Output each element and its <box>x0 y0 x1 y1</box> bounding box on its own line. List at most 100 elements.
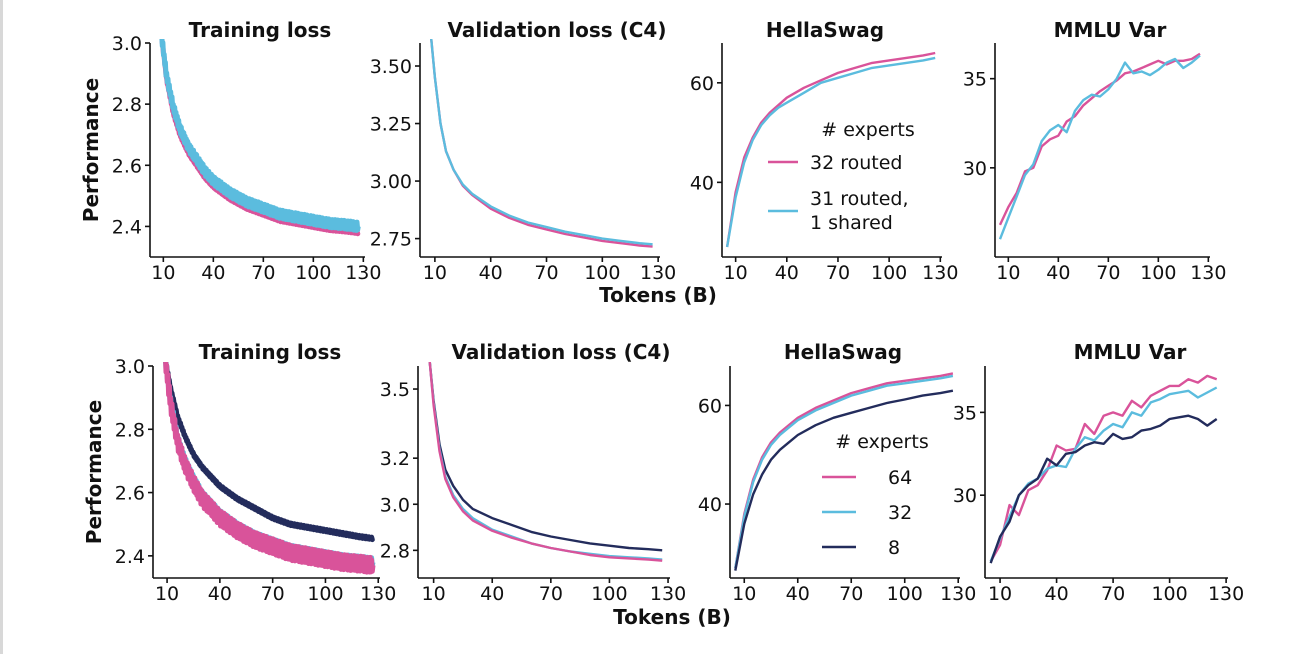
r1-p4-panel: Training loss 10 40 70 100 130 2.4 2.6 2.8 3.0 Per… <box>82 340 396 605</box>
r1-p6-xtick-label: 100 <box>887 583 923 605</box>
r1-p6-xtick-label: 40 <box>786 583 810 605</box>
r1-p7-series-8 <box>989 414 1218 564</box>
r0-p0-xtick-label: 100 <box>295 262 331 284</box>
r0-p1-title: Validation loss (C4) <box>447 18 666 42</box>
r1-p7-xtick-label: 70 <box>1101 583 1125 605</box>
r1-p6-xtick-label: 130 <box>940 583 976 605</box>
r0-p1-xtick-label: 130 <box>640 262 676 284</box>
r1-p6-series-64 <box>734 372 954 569</box>
r1-p6-ytick-label: 40 <box>698 494 722 516</box>
r1-p7-series-64 <box>989 374 1218 562</box>
r0-p0-ytick-label: 3.0 <box>112 33 142 55</box>
r0-p2-legend-label-1-shared: 1 shared <box>810 212 893 234</box>
r1-p5-xtick-label: 100 <box>591 583 627 605</box>
r1-p4-xtick-label: 100 <box>307 583 343 605</box>
r1-p6-legend-label-32: 32 <box>888 502 912 524</box>
r1-p5-series-8 <box>428 362 663 552</box>
r1-p5-xtick-label: 130 <box>650 583 686 605</box>
r1-p4-ytick-label: 2.4 <box>115 546 145 568</box>
r1-p6-ytick-label: 60 <box>698 395 722 417</box>
r1-p4-title: Training loss <box>199 340 342 364</box>
shared-x-axis-label-bottom: Tokens (B) <box>613 605 731 629</box>
r0-p2-xtick-label: 100 <box>871 262 907 284</box>
r1-p5-title: Validation loss (C4) <box>451 340 670 364</box>
r0-p0-series-31-routed-1-shared <box>159 39 361 233</box>
r1-p4-ytick-label: 3.0 <box>115 356 145 378</box>
r0-p2-series-31-routed-1-shared <box>725 56 936 248</box>
r0-p2-xtick-label: 70 <box>826 262 850 284</box>
r0-p0-panel: Training loss 10 40 70 100 130 2.4 2.6 2.8 3.0 Per… <box>79 18 381 284</box>
shared-x-axis-label-top: Tokens (B) <box>599 283 717 307</box>
r1-p7-title: MMLU Var <box>1074 340 1187 364</box>
left-border <box>0 0 3 654</box>
r1-p5-series-32 <box>428 362 663 561</box>
r0-p1-ytick-label: 3.25 <box>370 114 412 136</box>
r0-p2-xtick-label: 130 <box>922 262 958 284</box>
r1-p5-ytick-label: 3.5 <box>380 379 410 401</box>
r1-p6-xtick-label: 10 <box>732 583 756 605</box>
r1-p4-xtick-label: 70 <box>261 583 285 605</box>
r0-p2-legend-title: # experts <box>821 119 914 141</box>
r1-p7-xtick-label: 10 <box>988 583 1012 605</box>
r1-p4-xtick-label: 40 <box>208 583 232 605</box>
r0-p0-xtick-label: 40 <box>201 262 225 284</box>
r0-p1-series-32-routed <box>430 39 653 248</box>
r1-p7-xtick-label: 40 <box>1044 583 1068 605</box>
r0-p3-xtick-label: 40 <box>1046 262 1070 284</box>
r1-p7-xtick-label: 130 <box>1208 583 1244 605</box>
r1-p4-y-axis-label: Performance <box>82 400 106 544</box>
r0-p1-ytick-label: 2.75 <box>370 229 412 251</box>
r1-p7-ytick-label: 35 <box>953 402 977 424</box>
r1-p4-ytick-label: 2.6 <box>115 483 145 505</box>
r1-p5-ytick-label: 3.2 <box>380 448 410 470</box>
r0-p3-series-32-routed <box>998 52 1201 226</box>
r0-p1-xtick-label: 10 <box>423 262 447 284</box>
r0-p3-panel: MMLU Var 10 40 70 100 130 30 35 <box>963 18 1227 284</box>
r0-p2-legend-label-32-routed: 32 routed <box>810 152 902 174</box>
r1-p4-xtick-label: 10 <box>155 583 179 605</box>
r0-p2-ytick-label: 60 <box>690 73 714 95</box>
r1-p6-legend-title: # experts <box>835 431 928 453</box>
r0-p2-xtick-label: 10 <box>724 262 748 284</box>
r0-p2-title: HellaSwag <box>766 18 884 42</box>
r1-p5-xtick-label: 40 <box>480 583 504 605</box>
r0-p3-ytick-label: 35 <box>963 69 987 91</box>
r0-p2-xtick-label: 40 <box>775 262 799 284</box>
r0-p2-legend-label-31-routed: 31 routed, <box>810 188 909 210</box>
r0-p1-xtick-label: 100 <box>584 262 620 284</box>
r1-p4-series-8 <box>163 362 376 543</box>
r0-p0-ytick-label: 2.8 <box>112 94 142 116</box>
r0-p0-xtick-label: 10 <box>151 262 175 284</box>
r1-p7-series-32 <box>989 386 1218 562</box>
r0-p1-xtick-label: 70 <box>534 262 558 284</box>
r0-p3-title: MMLU Var <box>1054 18 1167 42</box>
r1-p7-xtick-label: 100 <box>1151 583 1187 605</box>
r0-p1-xtick-label: 40 <box>479 262 503 284</box>
r0-p1-ytick-label: 3.00 <box>370 171 412 193</box>
r1-p5-ytick-label: 3.0 <box>380 494 410 516</box>
r0-p1-ytick-label: 3.50 <box>370 56 412 78</box>
r1-p6-xtick-label: 70 <box>839 583 863 605</box>
r0-p0-y-axis-label: Performance <box>79 78 103 222</box>
r0-p0-xtick-label: 70 <box>251 262 275 284</box>
r0-p0-title: Training loss <box>189 18 332 42</box>
r1-p6-panel: HellaSwag 10 40 70 100 130 40 60 # experts 64 32 8 <box>698 340 977 605</box>
r0-p0-ytick-label: 2.6 <box>112 155 142 177</box>
r1-p4-series-64 <box>163 362 376 575</box>
r1-p4-ytick-label: 2.8 <box>115 419 145 441</box>
r1-p6-series-32 <box>734 374 954 569</box>
r1-p6-legend-label-64: 64 <box>888 467 912 489</box>
r1-p6-legend: # experts 64 32 8 <box>822 431 929 559</box>
r0-p3-xtick-label: 130 <box>1190 262 1226 284</box>
r0-p3-xtick-label: 70 <box>1096 262 1120 284</box>
r0-p1-panel: Validation loss (C4) 10 40 70 100 130 2.75 3.00… <box>370 18 677 284</box>
r0-p3-ytick-label: 30 <box>963 158 987 180</box>
r1-p7-panel: MMLU Var 10 40 70 100 130 30 35 <box>953 340 1244 605</box>
r0-p3-series-31-routed-1-shared <box>998 54 1201 240</box>
r0-p0-ytick-label: 2.4 <box>112 216 142 238</box>
r1-p4-xtick-label: 130 <box>360 583 396 605</box>
r1-p7-ytick-label: 30 <box>953 485 977 507</box>
r0-p3-xtick-label: 100 <box>1140 262 1176 284</box>
r1-p6-series-8 <box>734 389 954 571</box>
